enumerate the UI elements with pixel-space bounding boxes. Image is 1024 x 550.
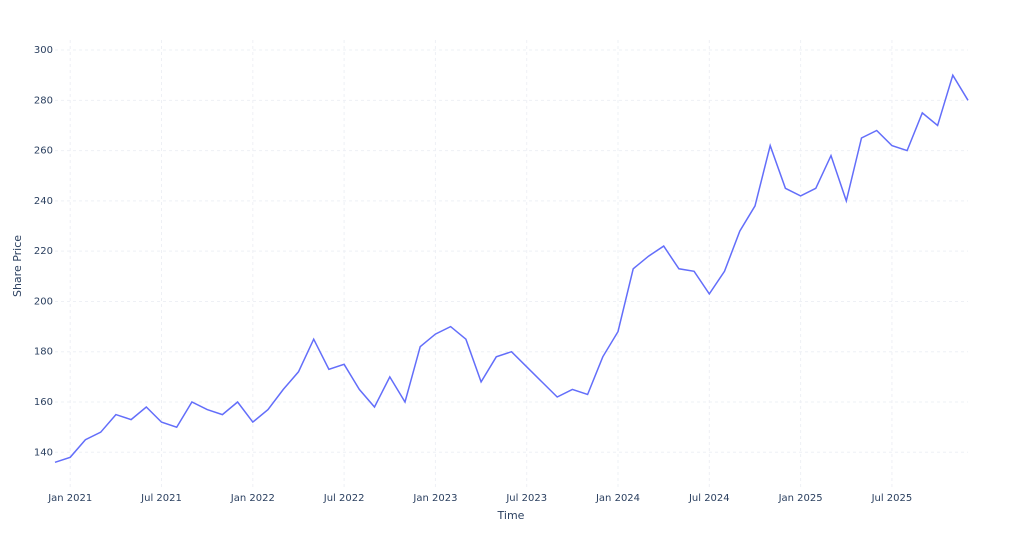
y-tick-label: 240: [34, 196, 53, 207]
x-axis-title: Time: [497, 509, 525, 522]
x-tick-label: Jan 2023: [412, 493, 457, 504]
y-tick-label: 200: [34, 296, 53, 307]
y-tick-label: 180: [34, 347, 53, 358]
y-axis-title: Share Price: [11, 235, 24, 297]
x-tick-label: Jan 2022: [230, 493, 275, 504]
y-tick-label: 160: [34, 397, 53, 408]
y-tick-label: 280: [34, 95, 53, 106]
x-tick-label: Jul 2022: [323, 493, 365, 504]
y-tick-label: 220: [34, 246, 53, 257]
x-tick-label: Jan 2024: [595, 493, 640, 504]
x-tick-label: Jan 2021: [47, 493, 92, 504]
y-tick-label: 300: [34, 45, 53, 56]
y-tick-label: 140: [34, 447, 53, 458]
price-line: [54, 73, 969, 464]
x-tick-label: Jul 2023: [505, 493, 547, 504]
y-tick-label: 260: [34, 146, 53, 157]
x-tick-label: Jul 2024: [688, 493, 730, 504]
x-tick-label: Jul 2021: [140, 493, 182, 504]
x-tick-label: Jan 2025: [778, 493, 823, 504]
x-tick-label: Jul 2025: [871, 493, 913, 504]
